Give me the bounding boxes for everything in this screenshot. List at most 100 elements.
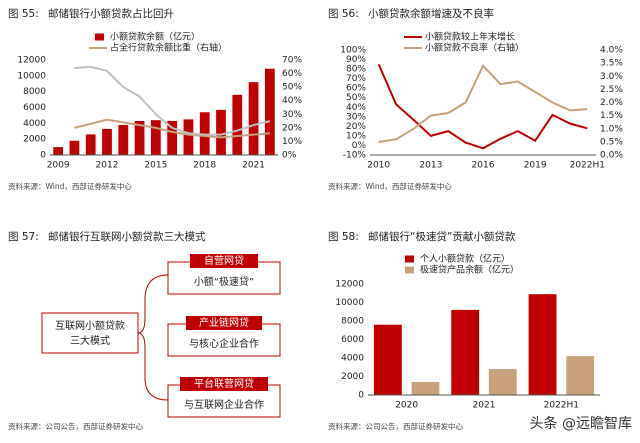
y-tick-label: 4000 bbox=[341, 354, 364, 364]
x-tick-label: 2021 bbox=[473, 401, 496, 411]
bar bbox=[566, 356, 595, 395]
legend-label: 个人小额贷款（亿元） bbox=[420, 253, 510, 265]
fig-source: 资料来源：Wind，西部证券研发中心 bbox=[8, 181, 132, 191]
y2-tick-label: 3.0% bbox=[600, 72, 623, 82]
mode-desc: 与核心企业合作 bbox=[189, 337, 259, 350]
y2-tick-label: 70% bbox=[282, 56, 302, 66]
legend-label: 极速贷产品余额（亿元） bbox=[420, 264, 519, 276]
y-tick-label: 100% bbox=[340, 46, 366, 56]
fig-label: 图 57: bbox=[8, 231, 39, 243]
fig-label: 图 55: bbox=[8, 8, 39, 20]
y2-tick-label: 4.0% bbox=[600, 46, 623, 56]
bar bbox=[232, 94, 243, 155]
y-tick-label: 10% bbox=[346, 131, 366, 141]
y-tick-label: 10000 bbox=[335, 298, 364, 308]
bar bbox=[69, 140, 80, 155]
legend-label: 小额贷款余额（亿元） bbox=[110, 31, 200, 43]
mode-name: 自营网贷 bbox=[204, 254, 244, 267]
bar bbox=[248, 82, 259, 155]
y2-tick-label: 30% bbox=[282, 110, 302, 120]
y-tick-label: 12000 bbox=[335, 280, 364, 290]
fig-label: 图 58: bbox=[328, 231, 359, 243]
bar bbox=[216, 109, 226, 155]
bar bbox=[528, 294, 557, 395]
fig-label: 图 56: bbox=[328, 8, 359, 20]
diagram: 互联网小额贷款 三大模式 自营网贷 小额“极速贷” 产业链网贷 与核心企业合作 … bbox=[41, 254, 281, 418]
bar bbox=[102, 128, 112, 155]
y-tick-label: 8000 bbox=[341, 317, 364, 327]
y2-tick-label: 0% bbox=[282, 151, 297, 161]
legend-label: 占全行贷款余额比重（右轴） bbox=[110, 42, 227, 54]
y2-tick-label: 3.5% bbox=[600, 59, 623, 69]
fig-source: 资料来源：公司公告，西部证券研发中心 bbox=[328, 421, 463, 431]
bar bbox=[167, 120, 178, 155]
y2-tick-label: 2.5% bbox=[600, 85, 623, 95]
y-tick-label: 12000 bbox=[17, 56, 46, 66]
y-tick-label: 10000 bbox=[17, 71, 46, 81]
x-tick-label: 2022H1 bbox=[570, 161, 605, 171]
line bbox=[74, 118, 270, 139]
mode-header bbox=[190, 254, 258, 268]
y-tick-label: 2000 bbox=[23, 135, 46, 145]
y-tick-label: 4000 bbox=[23, 119, 46, 129]
y2-tick-label: 0.5% bbox=[600, 137, 623, 147]
x-tick-label: 2010 bbox=[367, 161, 390, 171]
y-tick-label: 0% bbox=[352, 141, 367, 151]
bar bbox=[118, 124, 129, 155]
bar bbox=[264, 68, 275, 155]
x-tick-label: 2012 bbox=[96, 161, 119, 171]
y-tick-label: -10% bbox=[343, 151, 367, 161]
y-tick-label: 6000 bbox=[23, 103, 46, 113]
mode-header bbox=[186, 316, 262, 330]
mode-desc: 与互联网企业合作 bbox=[184, 398, 264, 411]
x-tick-label: 2016 bbox=[472, 161, 495, 171]
x-tick-label: 2020 bbox=[395, 401, 418, 411]
center-text: 互联网小额贷款 bbox=[55, 319, 125, 332]
x-tick-label: 2018 bbox=[193, 161, 216, 171]
bar bbox=[85, 134, 96, 155]
x-tick-label: 2013 bbox=[419, 161, 442, 171]
fig-title: 邮储银行互联网小额贷款三大模式 bbox=[48, 230, 206, 243]
legend-swatch bbox=[95, 33, 104, 41]
mode-name: 产业链网贷 bbox=[199, 316, 249, 329]
watermark: 头条 @远瞻智库 bbox=[530, 415, 632, 432]
y2-tick-label: 1.0% bbox=[600, 124, 623, 134]
x-tick-label: 2022H1 bbox=[544, 401, 579, 411]
legend-label: 小额贷款不良率（右轴） bbox=[425, 42, 524, 54]
y2-tick-label: 20% bbox=[282, 123, 302, 133]
y-tick-label: 60% bbox=[346, 84, 366, 94]
y-tick-label: 0 bbox=[358, 391, 364, 401]
bar bbox=[134, 120, 145, 155]
mode-desc: 小额“极速贷” bbox=[194, 275, 254, 288]
y2-tick-label: 10% bbox=[282, 137, 302, 147]
fig-title: 邮储银行“极速贷”贡献小额贷款 bbox=[368, 230, 516, 243]
mode-name: 平台联营网贷 bbox=[194, 377, 254, 390]
center-text: 三大模式 bbox=[70, 334, 110, 347]
legend-swatch bbox=[405, 266, 414, 274]
y-tick-label: 80% bbox=[346, 65, 366, 75]
y2-tick-label: 40% bbox=[282, 96, 302, 106]
x-tick-label: 2015 bbox=[144, 161, 167, 171]
bar bbox=[451, 309, 480, 395]
fig-source: 资料来源：Wind，西部证券研发中心 bbox=[328, 181, 452, 191]
bar bbox=[53, 147, 64, 155]
y-tick-label: 20% bbox=[346, 122, 366, 132]
y-tick-label: 0 bbox=[40, 151, 46, 161]
legend-swatch bbox=[405, 255, 414, 263]
fig-source: 资料来源：公司公告，西部证券研发中心 bbox=[8, 421, 143, 431]
y2-tick-label: 2.0% bbox=[600, 98, 623, 108]
fig-title: 小额贷款余额增速及不良率 bbox=[368, 7, 494, 20]
y-tick-label: 90% bbox=[346, 55, 366, 65]
y-tick-label: 70% bbox=[346, 74, 366, 84]
x-tick-label: 2009 bbox=[47, 161, 70, 171]
y-tick-label: 8000 bbox=[23, 87, 46, 97]
legend-label: 小额贷款较上年末增长 bbox=[425, 31, 515, 43]
bracket bbox=[137, 274, 169, 401]
y2-tick-label: 60% bbox=[282, 69, 302, 79]
x-tick-label: 2021 bbox=[242, 161, 265, 171]
line bbox=[74, 65, 271, 136]
y-tick-label: 30% bbox=[346, 112, 366, 122]
y-tick-label: 2000 bbox=[341, 372, 364, 382]
bar bbox=[488, 369, 517, 395]
